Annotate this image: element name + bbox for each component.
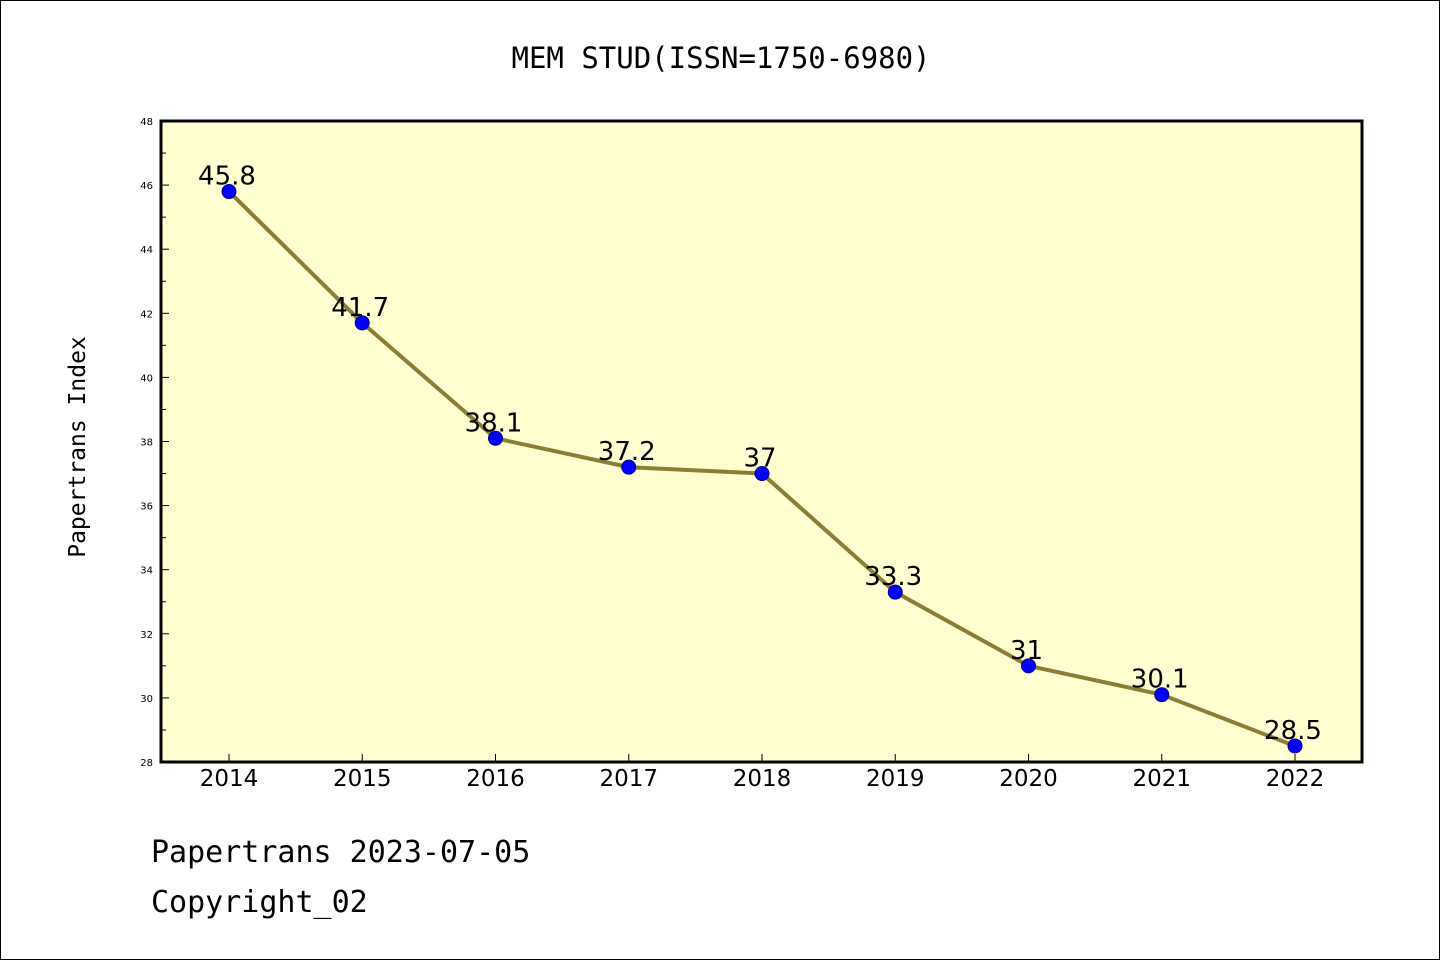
y-tick-label: 36 — [140, 502, 153, 513]
y-tick-label: 48 — [140, 117, 153, 128]
y-tick-label: 42 — [140, 309, 153, 320]
y-tick-label: 46 — [140, 181, 153, 192]
series-layer — [221, 184, 1303, 754]
data-point — [221, 184, 237, 200]
data-point — [621, 459, 637, 475]
x-tick-label: 2022 — [1266, 766, 1325, 792]
y-tick-label: 38 — [140, 438, 153, 449]
y-tick-label: 30 — [140, 694, 153, 705]
y-tick-label: 34 — [140, 566, 153, 577]
data-label: 37 — [743, 444, 776, 474]
footer-copyright-text: Copyright_02 — [151, 885, 368, 920]
data-label: 45.8 — [198, 162, 256, 192]
footer-date-text: Papertrans 2023-07-05 — [151, 835, 531, 870]
data-label: 37.2 — [598, 437, 656, 467]
data-point — [354, 315, 370, 331]
data-label-layer: 45.8 41.7 38.1 37.2 37 33.3 31 30.1 28.5 — [198, 162, 1322, 746]
x-tick-label: 2018 — [733, 766, 792, 792]
y-tick-label: 32 — [140, 630, 153, 641]
x-tick-label: 2016 — [466, 766, 525, 792]
y-tick-label: 28 — [140, 758, 153, 769]
x-axis-ticks: 2014 2015 2016 2017 2018 2019 2020 2021 2022 — [200, 754, 1325, 792]
data-point — [488, 430, 503, 446]
x-tick-label: 2015 — [333, 766, 392, 792]
plot-area — [159, 119, 1364, 764]
data-point — [1287, 738, 1303, 754]
data-point — [887, 584, 903, 600]
y-axis-label: Papertrans Index — [65, 336, 91, 558]
chart-title: MEM STUD(ISSN=1750-6980) — [511, 41, 930, 75]
data-label: 31 — [1010, 636, 1043, 666]
data-point — [1021, 658, 1036, 674]
data-label: 28.5 — [1264, 716, 1322, 746]
data-label: 30.1 — [1131, 665, 1189, 695]
x-tick-label: 2021 — [1132, 766, 1191, 792]
data-label: 38.1 — [465, 408, 523, 438]
data-label: 33.3 — [864, 562, 922, 592]
x-tick-label: 2014 — [200, 766, 259, 792]
x-tick-label: 2020 — [999, 766, 1058, 792]
x-tick-label: 2017 — [599, 766, 658, 792]
y-axis-ticks: 28 30 32 34 36 38 40 42 44 46 48 — [140, 117, 169, 769]
data-point — [754, 466, 770, 482]
data-label: 41.7 — [331, 293, 389, 323]
y-tick-label: 44 — [140, 245, 153, 256]
y-tick-label: 40 — [140, 373, 153, 384]
x-tick-label: 2019 — [866, 766, 925, 792]
data-point — [1154, 687, 1170, 703]
